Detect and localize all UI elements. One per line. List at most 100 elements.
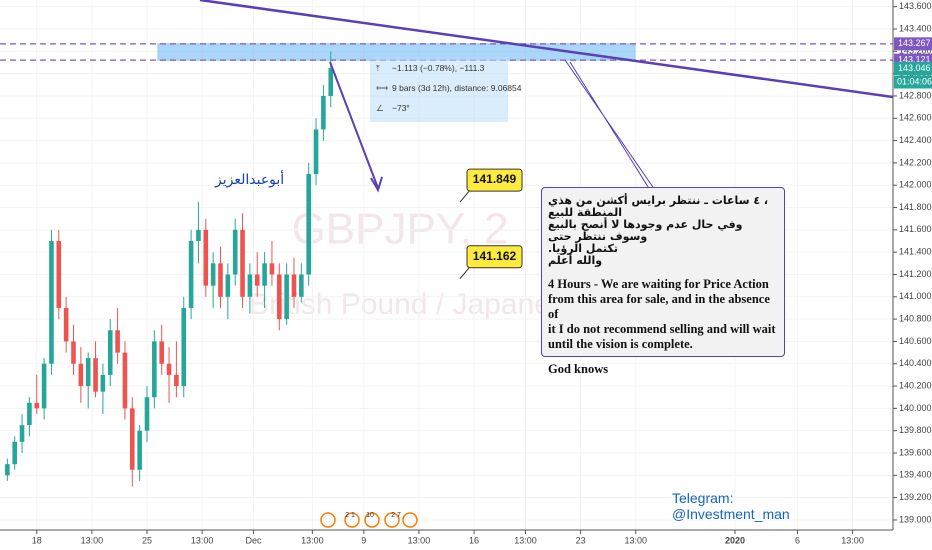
event-icon — [402, 512, 418, 528]
note-line: it I do not recommend selling and will w… — [548, 322, 776, 336]
y-tick-label: 142.800 — [899, 90, 932, 100]
candle-body — [174, 374, 179, 387]
x-tick-label: 16 — [469, 535, 479, 545]
candle-body — [299, 274, 304, 297]
candle-body — [284, 274, 289, 320]
annotation: ، ٤ ساعات ـ ننتظر برايس أكشن من هذي المن… — [541, 187, 785, 376]
y-tick-label: 141.000 — [899, 291, 932, 301]
candle-body — [12, 441, 17, 465]
x-tick-label: 6 — [795, 535, 800, 545]
candle-body — [41, 363, 47, 409]
note-line: until the vision is complete. — [548, 337, 693, 351]
price-mark-box — [466, 168, 523, 192]
arrow-head — [370, 176, 383, 193]
candle-body — [56, 241, 62, 308]
measure-tooltip: ⤒ −1.113 (−0.78%), −111.3 ⟷ 9 bars (3d 12h… — [370, 57, 521, 122]
x-tick-label: 2020 — [725, 535, 745, 545]
price-axis — [893, 0, 932, 550]
candle-body — [85, 358, 91, 387]
y-tick-label: 141.200 — [899, 269, 932, 279]
candle-body — [122, 352, 128, 409]
candle-body — [93, 358, 98, 392]
candle-body — [188, 241, 194, 308]
candle-body — [276, 274, 282, 320]
candle-body — [34, 402, 40, 409]
candle-body — [254, 274, 260, 286]
event-badge: 2 7 — [391, 512, 401, 519]
price-box-label: 143.267 — [898, 38, 931, 48]
y-tick-label: 140.800 — [899, 313, 932, 323]
x-tick-label: 13:00 — [841, 535, 864, 545]
candle-body — [218, 263, 223, 297]
y-tick-label: 142.600 — [899, 113, 932, 123]
candle-body — [328, 68, 334, 96]
x-tick-label: 13:00 — [81, 535, 104, 545]
y-tick-label: 143.400 — [899, 23, 932, 33]
y-tick-label: 140.600 — [899, 336, 932, 346]
candle-body — [78, 363, 84, 387]
x-tick-label: 25 — [142, 535, 152, 545]
candle-body — [27, 402, 32, 426]
telegram-line: Telegram: — [672, 490, 734, 506]
price-box — [894, 62, 932, 76]
candle-body — [5, 464, 10, 476]
candle-body — [137, 430, 142, 470]
price-mark-label: 141.849 — [473, 172, 517, 186]
event-badge: 2 1 — [345, 512, 355, 519]
x-tick-label: 13:00 — [514, 535, 537, 545]
note-line: from this area for sale, and in the abse… — [548, 292, 770, 321]
candle-body — [269, 263, 275, 275]
note-line: وفي حال عدم وجودها لا أنصح بالبيع وسوف ن… — [548, 218, 743, 243]
price-mark-pointer — [459, 189, 471, 203]
y-tick-label: 142.000 — [899, 180, 932, 190]
y-tick-label: 141.800 — [899, 202, 932, 212]
note-line: ، ٤ ساعات ـ ننتظر برايس أكشن من هذي المن… — [548, 194, 769, 219]
candle-body — [19, 425, 25, 442]
candle-body — [240, 229, 245, 297]
y-tick-label: 139.400 — [899, 470, 932, 480]
candle-body — [144, 397, 150, 431]
candle-body — [196, 229, 201, 242]
y-tick-label: 139.600 — [899, 447, 932, 457]
x-tick-label: 13:00 — [408, 535, 431, 545]
y-tick-label: 142.200 — [899, 157, 932, 167]
y-tick-label: 143.200 — [899, 46, 932, 56]
measure-text: −1.113 (−0.78%), −111.3 — [392, 63, 485, 73]
y-tick-label: 141.400 — [899, 247, 932, 257]
event-badge: 10 — [366, 512, 374, 519]
y-tick-label: 142.400 — [899, 135, 932, 145]
countdown: 01:04:06 — [897, 76, 932, 86]
candle-body — [181, 307, 187, 387]
x-tick-label: 13:00 — [301, 535, 324, 545]
note-line: تكتمل الرؤيا. — [548, 242, 619, 255]
candle-body — [115, 330, 120, 353]
candle-body — [107, 330, 113, 375]
price-mark-pointer — [459, 266, 471, 280]
price-mark-box — [466, 245, 523, 269]
y-tick-label: 143.600 — [899, 1, 932, 11]
y-tick-label: 139.200 — [899, 492, 932, 502]
candle-body — [313, 129, 319, 175]
telegram: Telegram: @Investment_man — [672, 490, 790, 522]
candle-body — [49, 241, 54, 364]
candle-body — [159, 341, 164, 364]
price-box-label: 143.046 — [898, 63, 931, 73]
y-tick-label: 140.000 — [899, 403, 932, 413]
author: أبوعبدالعزيز — [215, 172, 285, 188]
y-tick-label: 140.400 — [899, 358, 932, 368]
note-line: God knows — [548, 362, 609, 376]
candle-body — [71, 341, 76, 364]
telegram-line: @Investment_man — [672, 506, 790, 522]
event-icon — [320, 512, 336, 528]
event-icon — [344, 512, 360, 528]
measure-text: 9 bars (3d 12h), distance: 9.06854 — [392, 83, 522, 93]
measure-text: −73° — [392, 103, 410, 113]
x-tick-label: 13:00 — [624, 535, 647, 545]
candle-body — [129, 408, 135, 470]
event-icon — [364, 512, 380, 528]
price-mark-label: 141.162 — [473, 249, 517, 263]
y-tick-label: 139.800 — [899, 425, 932, 435]
x-tick-label: 23 — [576, 535, 586, 545]
price-box — [894, 37, 932, 51]
